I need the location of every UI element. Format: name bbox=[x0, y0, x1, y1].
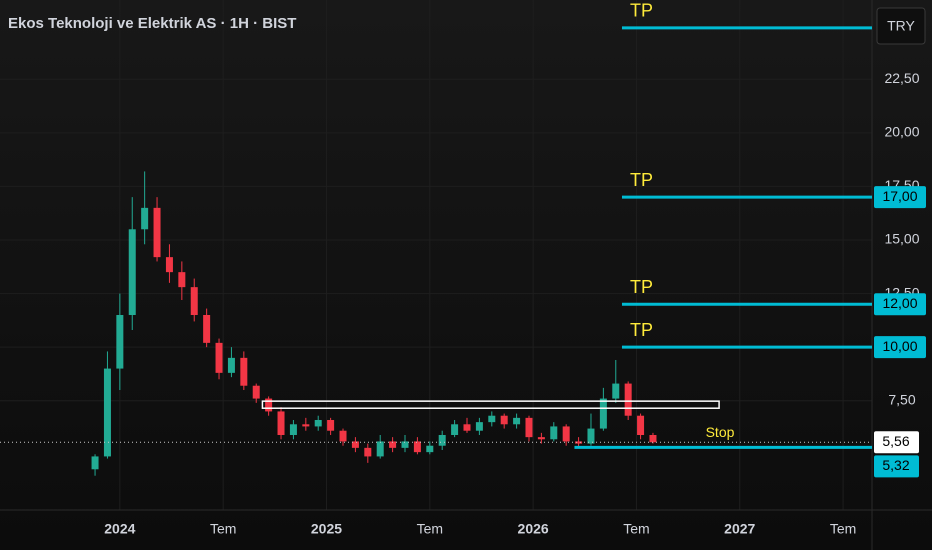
y-tick-label: 20,00 bbox=[884, 124, 919, 140]
candle-body bbox=[203, 315, 211, 343]
x-tick-label: 2024 bbox=[104, 521, 135, 537]
last-price-tag bbox=[874, 431, 919, 454]
y-tick-label: 7,50 bbox=[888, 391, 915, 407]
candle-body bbox=[463, 424, 471, 431]
candle-body bbox=[227, 357, 235, 373]
y-tick-label: 15,00 bbox=[884, 231, 919, 247]
candle-body bbox=[289, 424, 297, 435]
last-price-label: 5,56 bbox=[882, 433, 909, 449]
target-tag-label: 17,00 bbox=[882, 188, 917, 204]
candle-body bbox=[513, 417, 521, 425]
candle-body bbox=[178, 272, 186, 288]
candle-body bbox=[364, 447, 372, 457]
candle-body bbox=[637, 415, 645, 435]
x-tick-label: 2026 bbox=[518, 521, 549, 537]
candle-body bbox=[240, 357, 248, 386]
x-tick-label: Tem bbox=[417, 521, 443, 537]
candle-body bbox=[265, 398, 273, 412]
candle-body bbox=[413, 441, 421, 453]
candle-body bbox=[525, 417, 533, 438]
candle-body bbox=[351, 441, 359, 448]
target-tag bbox=[874, 336, 926, 359]
target-label: TP bbox=[630, 320, 653, 340]
stop-label: Stop bbox=[706, 424, 735, 440]
x-tick-label: 2025 bbox=[311, 521, 342, 537]
candle-body bbox=[451, 424, 459, 435]
candle-body bbox=[587, 428, 595, 444]
x-tick-label: 2027 bbox=[724, 521, 755, 537]
candle-body bbox=[624, 383, 632, 416]
target-tag-label: 12,00 bbox=[882, 295, 917, 311]
zone bbox=[261, 400, 720, 409]
target-tag bbox=[874, 293, 926, 316]
candle-body bbox=[327, 420, 335, 431]
stop-tag bbox=[874, 455, 919, 478]
currency[interactable]: TRY bbox=[887, 18, 915, 34]
candle-body bbox=[339, 430, 347, 442]
candle-body bbox=[475, 422, 483, 431]
x-tick-label: Tem bbox=[623, 521, 649, 537]
candle-body bbox=[277, 411, 285, 435]
candle-body bbox=[426, 445, 434, 453]
candle-body bbox=[612, 383, 620, 399]
target-label: TP bbox=[630, 1, 653, 21]
candle-body bbox=[376, 441, 384, 457]
candle-body bbox=[141, 207, 149, 230]
target-tag bbox=[874, 186, 926, 209]
candle-body bbox=[116, 315, 124, 369]
candle-body bbox=[488, 415, 496, 423]
candle-body bbox=[438, 435, 446, 446]
candle-body bbox=[190, 287, 198, 315]
candle-body bbox=[500, 415, 508, 425]
candle-body bbox=[314, 420, 322, 427]
x-tick-label: Tem bbox=[210, 521, 236, 537]
candle-body bbox=[165, 257, 173, 273]
y-tick-label: 22,50 bbox=[884, 70, 919, 86]
candle-body bbox=[389, 441, 397, 448]
candle-body bbox=[103, 368, 111, 457]
candle-body bbox=[91, 456, 99, 470]
candle-body bbox=[550, 426, 558, 440]
candle-body bbox=[215, 342, 223, 373]
candle-body bbox=[537, 437, 545, 440]
candle-body bbox=[128, 229, 136, 315]
target-label: TP bbox=[630, 170, 653, 190]
candle-body bbox=[153, 207, 161, 258]
candle-body bbox=[575, 441, 583, 444]
candle-body bbox=[302, 424, 310, 427]
target-label: TP bbox=[630, 277, 653, 297]
x-tick-label: Tem bbox=[830, 521, 856, 537]
currency-button[interactable] bbox=[876, 7, 926, 45]
candle-body bbox=[562, 426, 570, 442]
target-tag-label: 10,00 bbox=[882, 338, 917, 354]
chart-title: Ekos Teknoloji ve Elektrik AS · 1H · BIS… bbox=[8, 15, 296, 32]
stop-tag-label: 5,32 bbox=[882, 457, 909, 473]
candle-body bbox=[401, 441, 409, 448]
candle-body bbox=[252, 385, 260, 399]
candle-body bbox=[599, 398, 607, 429]
candle-body bbox=[649, 435, 657, 443]
